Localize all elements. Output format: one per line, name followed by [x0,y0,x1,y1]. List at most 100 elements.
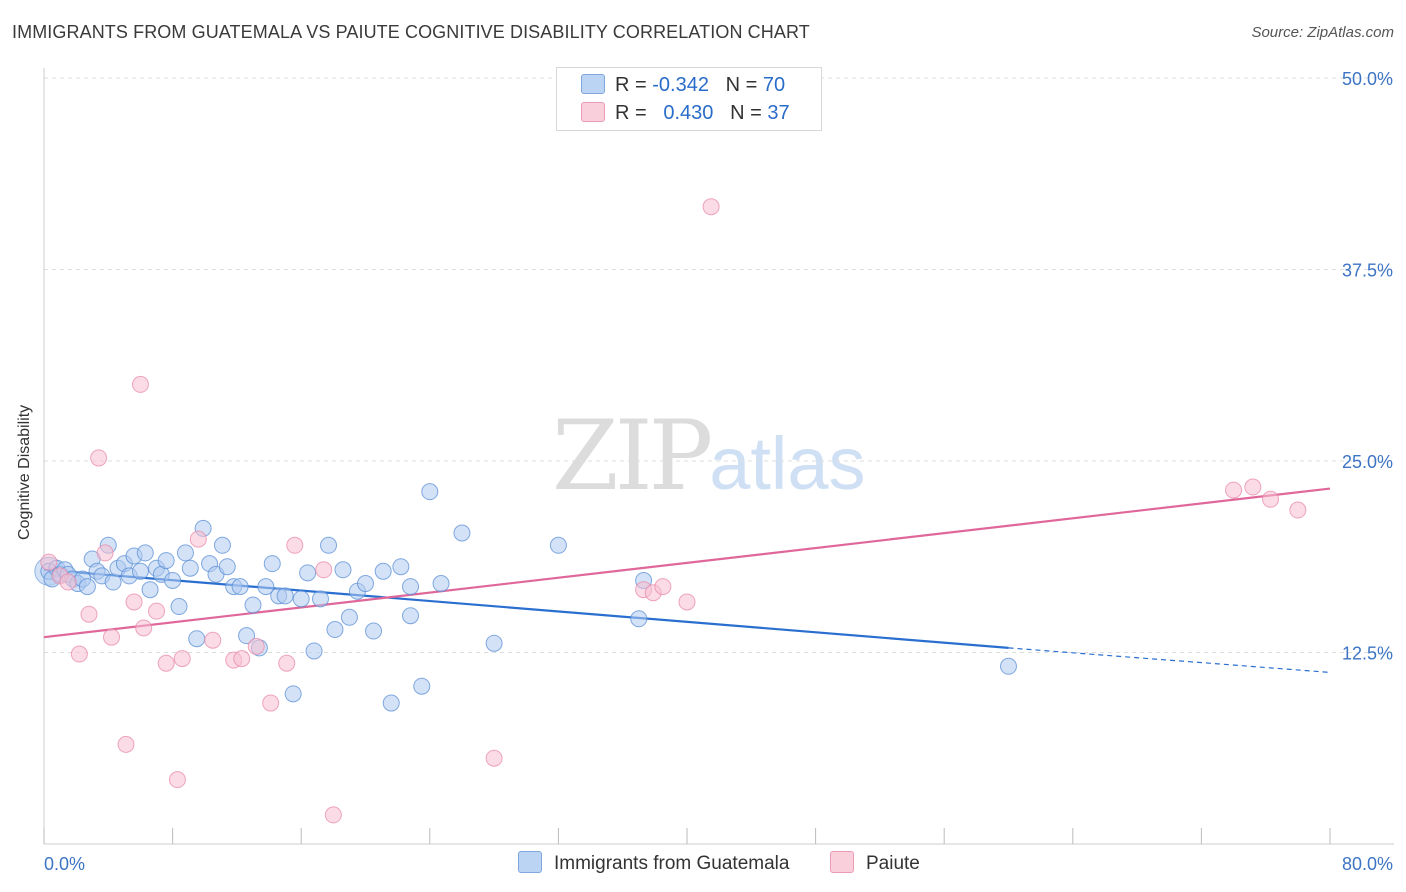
legend-r-label: R = [615,74,647,96]
guatemala-point [231,578,249,596]
bottom-legend-guatemala: Immigrants from Guatemala [518,851,789,875]
legend-swatch-pink [830,851,854,873]
guatemala-point [392,558,410,576]
paiute-point [157,654,175,672]
legend-series1-label: Immigrants from Guatemala [554,853,790,874]
paiute-point [654,578,672,596]
guatemala-point [276,587,294,605]
legend-n-value: 70 [762,74,786,96]
guatemala-point [136,544,154,562]
guatemala-point [164,571,182,589]
guatemala-point [334,561,352,579]
trend-lines [43,487,1331,674]
guatemala-point [365,622,383,640]
guatemala-point [170,598,188,616]
guatemala-point [181,559,199,577]
guatemala-point [78,578,96,596]
paiute-point [117,735,135,753]
legend-r-value: -0.342 [652,74,709,96]
legend-n-label: N = [725,74,758,96]
guatemala-point [131,562,149,580]
guatemala-point [340,608,358,626]
guatemala-point [432,575,450,593]
paiute-point [173,650,191,668]
paiute-point [485,749,503,767]
guatemala-point [326,621,344,639]
paiute-point [702,198,720,216]
paiute-point [278,654,296,672]
paiute-point [59,573,77,591]
y-tick-label: 12.5% [1342,644,1393,664]
guatemala-point [453,524,471,542]
guatemala-point [284,685,302,703]
paiute-point [135,619,153,637]
legend-swatch-pink [581,102,605,122]
guatemala-point [188,630,206,648]
paiute-point [324,806,342,824]
paiute-point [1244,478,1262,496]
x-tick-label-min: 0.0% [44,854,85,874]
paiute-point [40,553,58,571]
legend-series2-label: Paiute [866,853,920,874]
legend-row-paiute: R = 0.430 N = 37 [581,102,790,128]
guatemala-point [402,578,420,596]
paiute-point [103,628,121,646]
paiute-point [286,536,304,554]
paiute-point [247,637,265,655]
guatemala-point [263,555,281,573]
guatemala-point [218,558,236,576]
paiute-point [96,544,114,562]
guatemala-point [292,590,310,608]
paiute-point [1225,481,1243,499]
legend-swatch-blue [518,851,542,873]
legend-r-value: 0.430 [663,102,714,124]
paiute-trend-line [43,487,1331,639]
guatemala-point [311,590,329,608]
legend-n-label: N = [730,102,762,124]
guatemala-point [382,694,400,712]
guatemala-point [320,536,338,554]
guatemala-trend-extension [1008,647,1331,674]
paiute-point [168,771,186,789]
chart-title: IMMIGRANTS FROM GUATEMALA VS PAIUTE COGN… [12,22,810,42]
guatemala-point [485,634,503,652]
paiute-point [148,602,166,620]
source-label: Source: ZipAtlas.com [1251,24,1394,41]
stats-legend: R = -0.342 N = 70 R = 0.430 N = 37 [556,67,822,131]
paiute-point [678,593,696,611]
guatemala-point [176,544,194,562]
paiute-point [1262,490,1280,508]
guatemala-point [630,610,648,628]
axes [43,68,1394,845]
watermark-atlas: atlas [709,422,866,505]
tick-labels: 12.5% 25.0% 37.5% 50.0% 0.0% 80.0% [44,69,1393,874]
guatemala-point [305,642,323,660]
guatemala-point [299,564,317,582]
guatemala-point [357,575,374,593]
watermark-zip: ZIP [552,400,713,512]
paiute-point [315,561,333,579]
guatemala-point [402,607,420,625]
paiute-point [204,631,222,649]
guatemala-point [413,677,431,695]
guatemala-point [238,627,256,645]
guatemala-point [257,578,275,596]
legend-row-guatemala: R = -0.342 N = 70 [581,74,785,100]
paiute-point [90,449,108,467]
legend-swatch-blue [581,74,605,94]
guatemala-point [549,536,567,554]
y-tick-label: 50.0% [1342,69,1393,89]
data-points [34,198,1307,824]
guatemala-point [213,536,231,554]
guatemala-point [1000,657,1017,675]
paiute-point [125,593,143,611]
paiute-point [262,694,280,712]
watermark: ZIPatlas [552,400,866,512]
guatemala-trend-line [43,568,1009,650]
guatemala-point [244,596,262,614]
guatemala-point [141,581,159,599]
x-tick-label-max: 80.0% [1342,854,1393,874]
legend-n-value: 37 [767,102,790,124]
y-tick-label: 37.5% [1342,261,1393,281]
